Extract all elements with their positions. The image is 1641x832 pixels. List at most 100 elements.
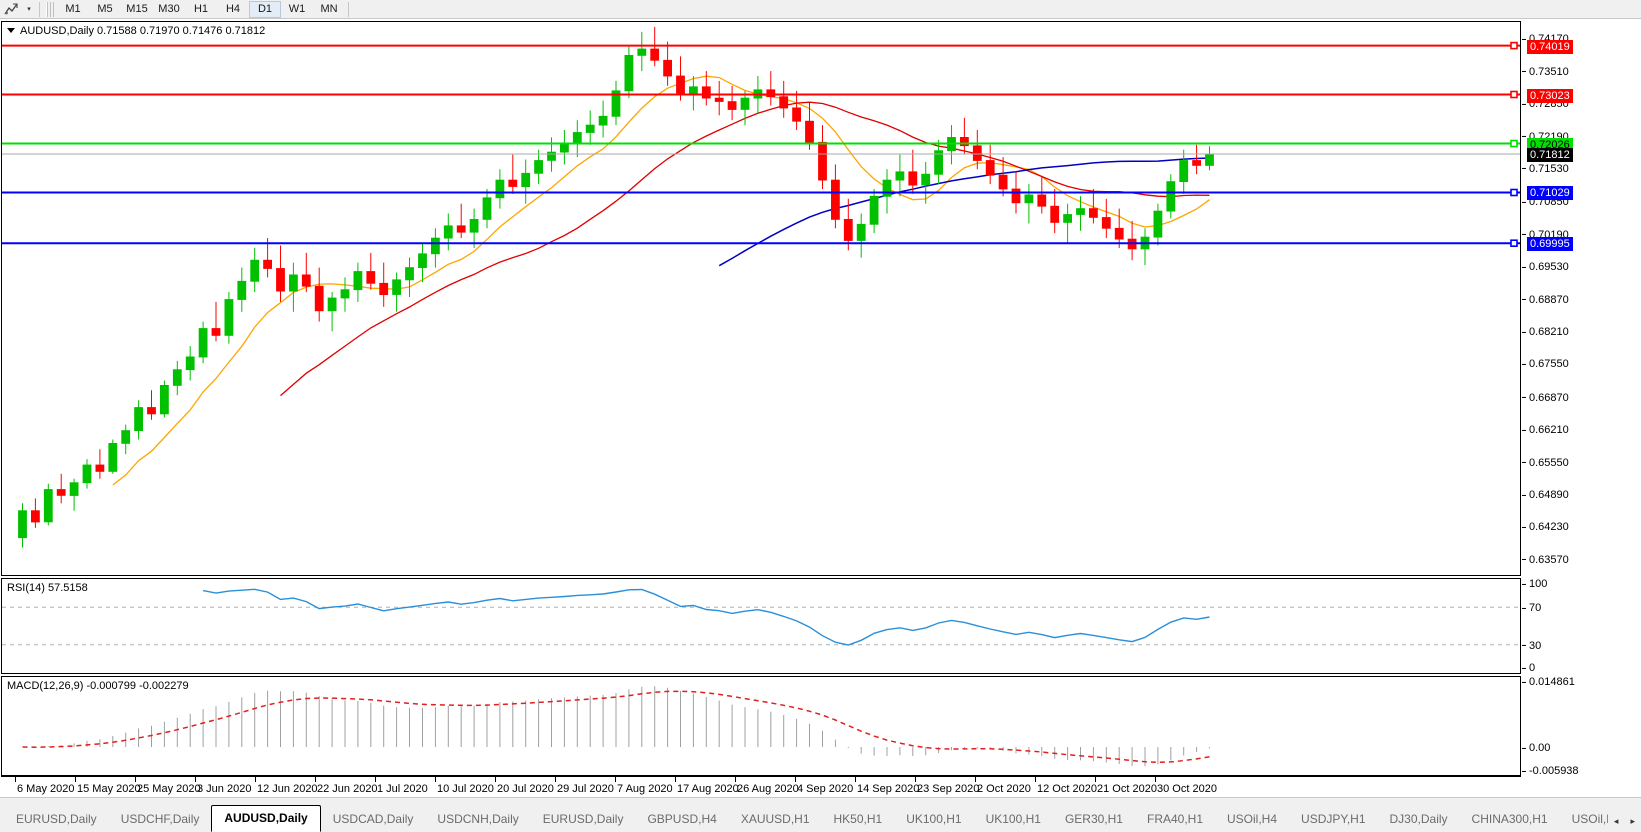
date-axis-tick xyxy=(1155,777,1156,782)
price-tag-resistance-upper[interactable]: 0.74019 xyxy=(1527,39,1573,54)
date-axis-label: 23 Sep 2020 xyxy=(917,783,980,795)
price-axis-tick: 0.66870 xyxy=(1522,392,1569,404)
date-axis-label: 14 Sep 2020 xyxy=(857,783,920,795)
date-axis-label: 12 Jun 2020 xyxy=(257,783,318,795)
chart-tab-uk100-h1[interactable]: UK100,H1 xyxy=(906,811,962,826)
price-tag-last-price[interactable]: 0.71812 xyxy=(1527,148,1573,162)
macd-plot xyxy=(22,686,1210,767)
price-panel[interactable]: AUDUSD,Daily 0.71588 0.71970 0.71476 0.7… xyxy=(1,21,1521,576)
chart-tab-dj30-daily[interactable]: DJ30,Daily xyxy=(1389,811,1448,826)
indicators-icon[interactable] xyxy=(0,1,22,18)
timeframe-w1[interactable]: W1 xyxy=(288,3,306,15)
price-axis-tick-label: 0.67550 xyxy=(1529,358,1569,371)
date-axis-label: 7 Aug 2020 xyxy=(617,783,673,795)
timeframe-mn[interactable]: MN xyxy=(320,3,338,15)
chart-tab-fra40-h1[interactable]: FRA40,H1 xyxy=(1146,811,1204,826)
chart-tab-usoil-h4[interactable]: USOil,H4 xyxy=(1227,811,1278,826)
toolbar-grip[interactable] xyxy=(46,1,54,17)
toolbar: ▾ M1 M5 M15 M30 H1 H4 D1 W1 MN xyxy=(0,0,1641,19)
tab-scroll-left-icon[interactable]: ◂ xyxy=(1613,815,1619,826)
chart-tab-gbpusd-h4[interactable]: GBPUSD,H4 xyxy=(647,811,717,826)
chart-tab-eurusd-daily[interactable]: EURUSD,Daily xyxy=(542,811,624,826)
price-tag-support-upper[interactable]: 0.71029 xyxy=(1527,186,1573,201)
date-axis-tick xyxy=(975,777,976,782)
macd-axis-tick-label: 0.00 xyxy=(1529,742,1551,755)
price-axis[interactable]: 0.74019 0.73023 0.72026 0.71812 0.71029 0.699… xyxy=(1522,21,1641,576)
rsi-axis-tick-label: 0 xyxy=(1529,662,1536,675)
date-axis-label: 1 Jul 2020 xyxy=(377,783,428,795)
date-axis-label: 3 Jun 2020 xyxy=(197,783,252,795)
price-tag-resistance-lower[interactable]: 0.73023 xyxy=(1527,88,1573,103)
indicators-dropdown-caret[interactable]: ▾ xyxy=(27,6,31,13)
toolbar-separator xyxy=(39,1,40,17)
date-axis-tick xyxy=(75,777,76,782)
date-axis-tick xyxy=(555,777,556,782)
timeframe-m15[interactable]: M15 xyxy=(126,3,148,15)
date-axis-label: 15 May 2020 xyxy=(77,783,141,795)
chart-tab-eurusd-daily[interactable]: EURUSD,Daily xyxy=(16,811,97,826)
timeframe-m5[interactable]: M5 xyxy=(97,3,113,15)
price-axis-tick: 0.69530 xyxy=(1522,261,1569,273)
chart-tab-usoil-h1[interactable]: USOil,H1 xyxy=(1571,811,1608,826)
price-axis-tick-label: 0.68870 xyxy=(1529,293,1569,306)
price-axis-tick-label: 0.66210 xyxy=(1529,424,1569,437)
date-axis-label: 21 Oct 2020 xyxy=(1097,783,1157,795)
price-axis-tick: 0.65550 xyxy=(1522,457,1569,469)
date-axis-tick xyxy=(915,777,916,782)
date-axis-label: 2 Oct 2020 xyxy=(977,783,1031,795)
rsi-axis: 100 70 30 0 xyxy=(1522,578,1641,674)
chart-tab-xauusd-h1[interactable]: XAUUSD,H1 xyxy=(740,811,810,826)
macd-panel[interactable]: MACD(12,26,9) -0.000799 -0.002279 xyxy=(1,676,1521,776)
timeframe-m1[interactable]: M1 xyxy=(65,3,81,15)
rsi-axis-tick-label: 70 xyxy=(1529,602,1542,615)
chart-tab-usdcnh-daily[interactable]: USDCNH,Daily xyxy=(437,811,519,826)
date-axis-tick xyxy=(795,777,796,782)
timeframe-d1[interactable]: D1 xyxy=(249,0,281,18)
timeframe-m30[interactable]: M30 xyxy=(158,3,180,15)
date-axis-label: 29 Jul 2020 xyxy=(557,783,614,795)
price-axis-tick-label: 0.64890 xyxy=(1529,489,1569,501)
date-axis-tick xyxy=(735,777,736,782)
chart-tab-strip: EURUSD,Daily USDCHF,Daily AUDUSD,Daily USDC… xyxy=(0,805,1608,832)
timeframe-h4[interactable]: H4 xyxy=(225,3,241,15)
rsi-panel[interactable]: RSI(14) 57.5158 xyxy=(1,578,1521,674)
price-axis-tick-label: 0.66870 xyxy=(1529,391,1569,404)
rsi-panel-label: RSI(14) 57.5158 xyxy=(7,582,88,594)
date-axis-tick xyxy=(855,777,856,782)
chart-tab-usdcad-daily[interactable]: USDCAD,Daily xyxy=(332,811,414,826)
rsi-plot xyxy=(2,588,1520,646)
chart-tab-uk100-h1[interactable]: UK100,H1 xyxy=(985,811,1041,826)
tab-scroll-right-icon[interactable]: ▸ xyxy=(1630,815,1635,826)
date-axis-tick xyxy=(315,777,316,782)
chart-tab-hk50-h1[interactable]: HK50,H1 xyxy=(833,811,883,826)
date-axis-label: 12 Oct 2020 xyxy=(1037,783,1097,795)
date-axis-tick xyxy=(615,777,616,782)
date-axis-label: 22 Jun 2020 xyxy=(317,783,378,795)
date-axis-tick xyxy=(675,777,676,782)
chart-area[interactable]: AUDUSD,Daily 0.71588 0.71970 0.71476 0.7… xyxy=(0,19,1641,798)
date-axis-label: 6 May 2020 xyxy=(17,783,75,795)
chart-tab-usdjpy-h1[interactable]: USDJPY,H1 xyxy=(1301,811,1366,826)
price-tag-support-lower[interactable]: 0.69995 xyxy=(1527,237,1573,252)
rsi-axis-tick: 30 xyxy=(1522,640,1541,652)
chart-tab-china300-h1[interactable]: CHINA300,H1 xyxy=(1471,811,1548,826)
chart-tab-audusd-daily[interactable]: AUDUSD,Daily xyxy=(211,805,321,832)
price-axis-tick-label: 0.63570 xyxy=(1529,553,1569,566)
macd-axis-tick-label: -0.005938 xyxy=(1529,765,1579,778)
timeframe-h1[interactable]: H1 xyxy=(193,3,209,15)
date-axis-tick xyxy=(435,777,436,782)
date-axis-tick xyxy=(1095,777,1096,782)
date-axis[interactable]: 6 May 2020 15 May 2020 25 May 2020 3 Jun 20… xyxy=(1,776,1521,798)
date-axis-label: 10 Jul 2020 xyxy=(437,783,494,795)
symbol-caret-icon[interactable] xyxy=(7,28,15,33)
date-axis-tick xyxy=(195,777,196,782)
date-axis-label: 30 Oct 2020 xyxy=(1157,783,1217,795)
chart-tab-bar: EURUSD,Daily USDCHF,Daily AUDUSD,Daily USDC… xyxy=(0,797,1641,832)
rsi-axis-tick-label: 30 xyxy=(1529,639,1542,652)
date-axis-label: 26 Aug 2020 xyxy=(737,783,799,795)
date-axis-label: 25 May 2020 xyxy=(137,783,201,795)
price-axis-tick-label: 0.65550 xyxy=(1529,456,1569,469)
chart-tab-usdchf-daily[interactable]: USDCHF,Daily xyxy=(120,811,200,826)
chart-tab-ger30-h1[interactable]: GER30,H1 xyxy=(1064,811,1123,826)
